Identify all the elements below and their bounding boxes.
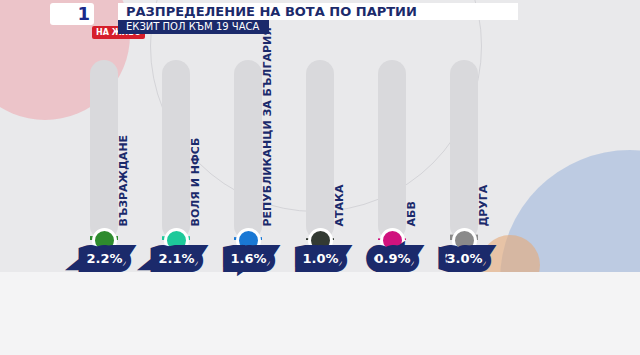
svg-text:РЕПУБЛИКАНЦИ ЗА БЪЛГАРИЯ: РЕПУБЛИКАНЦИ ЗА БЪЛГАРИЯ [261, 27, 274, 226]
svg-text:1.0%: 1.0% [302, 251, 338, 266]
svg-text:0.9%: 0.9% [374, 251, 410, 266]
svg-text:ВОЛЯ И НФСБ: ВОЛЯ И НФСБ [189, 138, 202, 227]
html-text:ЕКЗИТ ПОЛ КЪМ 19 ЧАСА: ЕКЗИТ ПОЛ КЪМ 19 ЧАСА [126, 21, 260, 32]
svg-text:2.2%: 2.2% [86, 251, 122, 266]
svg-text:ВЪЗРАЖДАНЕ: ВЪЗРАЖДАНЕ [117, 135, 130, 227]
svg-text:АБВ: АБВ [405, 201, 418, 226]
svg-text:3.0%: 3.0% [446, 251, 482, 266]
html-text:РАЗПРЕДЕЛЕНИЕ НА ВОТА ПО ПАРТИ: РАЗПРЕДЕЛЕНИЕ НА ВОТА ПО ПАРТИИ [126, 4, 417, 19]
html-text:1: 1 [77, 3, 90, 24]
svg-text:ДРУГА: ДРУГА [477, 184, 490, 226]
html-text:НА ЖИВО: НА ЖИВО [96, 28, 142, 37]
svg-text:АТАКА: АТАКА [333, 184, 346, 227]
svg-text:2.1%: 2.1% [158, 251, 194, 266]
svg-text:1.6%: 1.6% [230, 251, 266, 266]
